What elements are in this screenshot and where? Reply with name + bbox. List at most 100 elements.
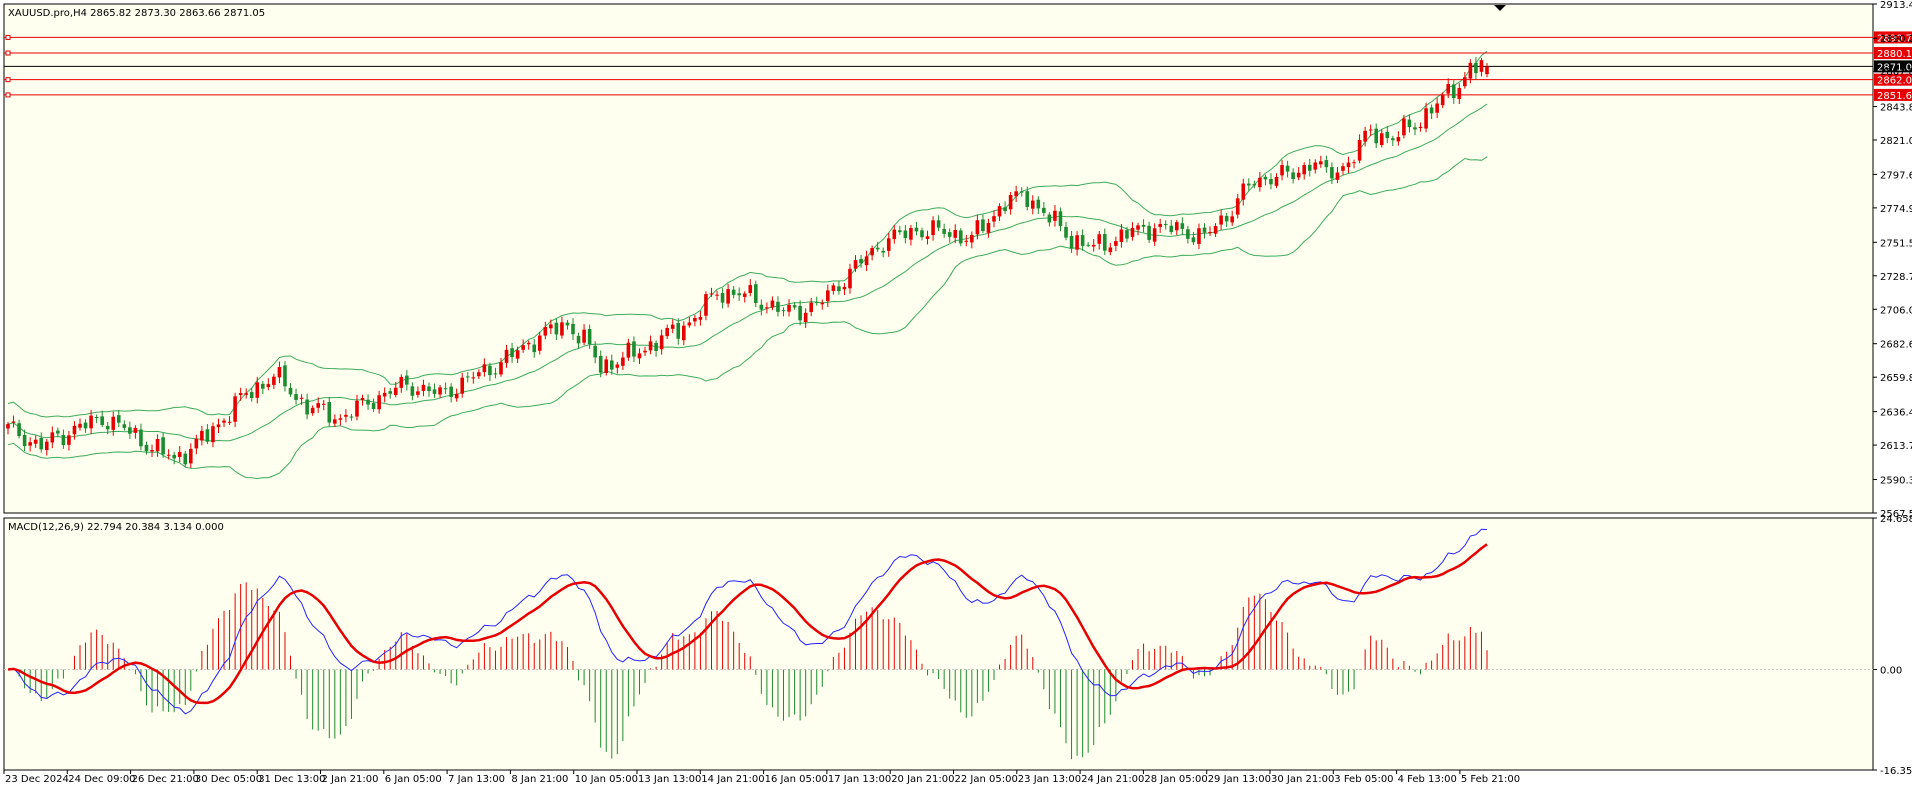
axes: 2913.45 2890.20 2867.80 2843.80 2821.05 2797.… [3,0,1912,785]
candle [1429,104,1434,120]
main-chart-title: XAUUSD.pro,H4 2865.82 2873.30 2863.66 28… [8,8,265,19]
candle-body [532,344,537,353]
y-tick-label: 2913.45 [1880,0,1912,11]
candle [947,228,952,243]
candle [1391,135,1395,147]
candle-body [249,392,254,399]
candle-body [177,451,182,457]
candle [1379,129,1384,148]
candle-body [449,386,453,397]
candle-body [454,393,459,399]
candle [864,250,869,271]
candle-body [1379,133,1384,146]
y-tick-label: 2821.05 [1880,136,1912,147]
candle-body [1008,195,1013,210]
candle [798,300,802,326]
candle-body [211,426,215,443]
candle-body [1274,177,1279,186]
candle [676,318,681,345]
candle-body [826,290,830,302]
candle-body [1269,179,1273,185]
chart-shift-marker-icon[interactable] [1494,5,1506,11]
y-tick-label: 2728.75 [1880,272,1912,283]
candle [33,435,38,448]
candle-body [188,448,193,464]
candle-body [1169,225,1174,233]
candle-body [1069,235,1074,249]
bollinger-upper-band [7,50,1488,418]
candle-body [615,364,620,368]
candle [421,379,426,397]
candle [1119,224,1124,248]
candle-body [11,421,16,423]
candle [499,357,503,377]
candle-body [543,327,548,336]
candle [443,382,448,394]
candle-body [432,389,437,394]
candle-body [1208,231,1212,233]
candle-body [61,435,66,446]
candle [1208,226,1212,237]
candle [720,288,725,309]
candle-body [715,294,719,296]
candle [826,284,830,307]
candle-body [537,335,542,351]
candle-body [1108,247,1113,253]
candle [1230,210,1234,226]
candle-body [798,305,802,321]
candle [1324,155,1329,173]
candle [1213,223,1218,237]
candle-body [22,434,27,447]
candle [765,302,769,314]
candle-body [975,220,980,235]
candle [288,383,293,397]
candle-body [820,302,825,305]
candle-body [704,294,708,316]
candle-body [338,418,343,420]
candle [875,241,880,252]
candle-body [665,328,669,337]
candle [1141,219,1146,233]
main-panel[interactable] [3,3,1874,514]
candle [1091,239,1096,252]
candle-body [299,397,304,399]
candle [416,386,420,398]
candle-body [981,219,985,232]
candle [731,286,736,299]
candle-body [388,391,393,394]
candle-body [1191,237,1196,243]
candle [560,316,564,339]
candle [272,373,276,390]
macd-panel[interactable] [3,517,1874,771]
candle-body [648,341,653,351]
candle-body [560,322,564,336]
candle [554,318,559,340]
candle-body [970,235,974,243]
candle-body [194,438,199,449]
candle [1097,231,1102,250]
candle [216,418,221,434]
candle [1125,226,1129,243]
candle [233,392,237,428]
bollinger-lower-band [7,156,1488,480]
candle-body [676,322,681,339]
candle [870,245,874,261]
candle-body [1330,167,1334,179]
candle [316,397,321,413]
candle [975,214,980,240]
candle-body [1363,130,1367,142]
candle-body [742,293,747,297]
candle [1269,173,1273,190]
candle [1285,160,1290,178]
candle [665,324,669,339]
candle [155,434,160,457]
candle [89,409,93,435]
candle-body [792,305,797,308]
candle-body [875,247,880,250]
candle [643,346,647,356]
x-tick-label: 24 Dec 09:00 [68,774,135,785]
candle [792,302,797,310]
signal-line [7,543,1488,705]
x-tick-label: 16 Jan 05:00 [765,774,828,785]
